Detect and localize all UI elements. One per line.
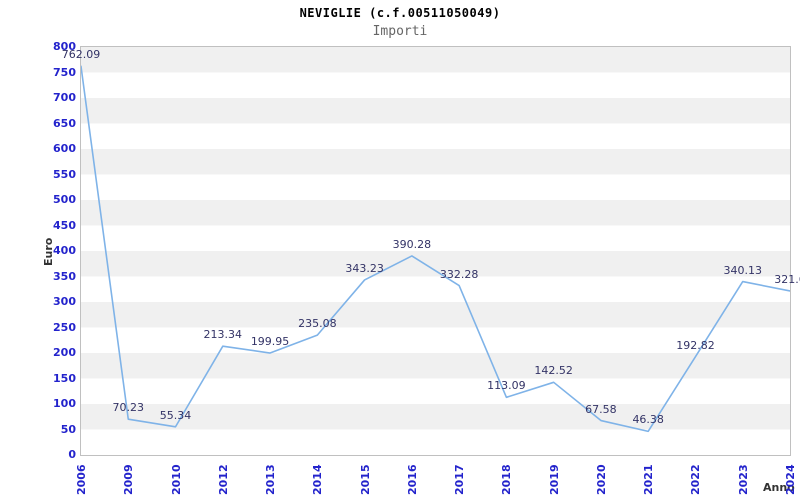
y-tick-label: 450 — [53, 218, 76, 232]
y-tick-label: 250 — [53, 320, 76, 334]
x-tick-label: 2013 — [264, 464, 278, 495]
y-tick-label: 500 — [53, 193, 76, 206]
y-tick-label: 550 — [53, 167, 76, 181]
x-tick-label: 2018 — [500, 464, 514, 495]
x-tick-label: 2019 — [547, 464, 561, 495]
data-point-label: 142.52 — [534, 364, 573, 378]
y-tick-label: 650 — [53, 116, 76, 130]
x-tick-label: 2014 — [311, 464, 325, 495]
plot-area — [80, 46, 791, 456]
x-tick-label: 2017 — [453, 464, 467, 495]
data-point-label: 213.34 — [203, 328, 243, 342]
data-point-label: 113.09 — [487, 379, 526, 393]
data-point-label: 321.6 — [774, 272, 800, 286]
data-point-label: 390.28 — [392, 237, 432, 251]
y-tick-label: 100 — [53, 397, 76, 410]
y-tick-label: 700 — [53, 91, 76, 104]
x-tick-label: 2012 — [216, 464, 230, 495]
y-tick-label: 750 — [53, 65, 76, 79]
x-axis-title: Anno — [763, 481, 795, 494]
x-tick-label: 2009 — [122, 464, 136, 495]
chart-title: NEVIGLIE (c.f.00511050049) — [299, 6, 501, 20]
x-tick-label: 2023 — [736, 464, 750, 495]
chart-subtitle: Importi — [372, 24, 428, 39]
line-series — [81, 65, 790, 433]
y-tick-label: 150 — [53, 371, 76, 385]
x-tick-label: 2015 — [358, 464, 372, 495]
y-tick-label: 400 — [53, 244, 76, 257]
data-point-label: 199.95 — [250, 335, 290, 349]
data-point-label: 70.23 — [112, 401, 145, 415]
x-tick-label: 2022 — [689, 464, 703, 495]
y-tick-label: 200 — [53, 346, 76, 359]
y-tick-label: 300 — [53, 295, 76, 308]
x-tick-label: 2006 — [75, 464, 88, 495]
x-tick-label: 2010 — [169, 464, 183, 495]
x-tick-label: 2020 — [594, 464, 608, 495]
y-tick-label: 0 — [68, 448, 76, 461]
x-tick-label: 2021 — [642, 464, 656, 495]
y-tick-label: 800 — [53, 40, 76, 53]
y-tick-label: 350 — [53, 269, 76, 283]
data-point-label: 67.58 — [585, 402, 617, 416]
data-point-label: 340.13 — [723, 263, 762, 277]
y-tick-label: 50 — [60, 422, 76, 436]
data-point-label: 343.23 — [345, 261, 384, 275]
y-tick-label: 600 — [53, 142, 76, 155]
x-tick-label: 2024 — [784, 464, 797, 495]
data-point-label: 332.28 — [439, 267, 479, 281]
data-point-label: 192.82 — [676, 338, 715, 352]
data-point-label: 46.38 — [632, 413, 664, 427]
x-tick-label: 2016 — [405, 464, 419, 495]
data-point-label: 55.34 — [159, 408, 192, 422]
data-point-label: 235.08 — [298, 317, 337, 331]
data-point-label: 762.09 — [61, 48, 101, 62]
